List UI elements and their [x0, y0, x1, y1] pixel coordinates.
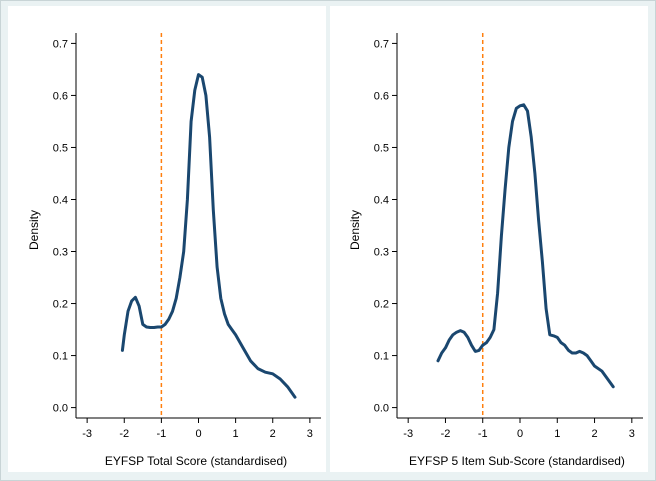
right-y-tick-label: 0.4 [374, 194, 389, 206]
right-y-tick-label: 0.2 [374, 299, 389, 311]
left-y-tick-label: 0.3 [53, 247, 68, 259]
left-y-tick-label: 0.7 [53, 38, 68, 50]
left-y-axis-label: Density [27, 210, 41, 250]
right-y-tick-label: 0.0 [374, 403, 389, 415]
right-y-tick-label: 0.5 [374, 142, 389, 154]
left-chart: 0.0 0.1 0.2 0.3 0.4 0.5 0.6 0.7 -3 -2 -1 0 1 2 3 [53, 33, 321, 440]
right-x-axis-label: EYFSP 5 Item Sub-Score (standardised) [409, 454, 625, 468]
right-y-tick-label: 0.1 [374, 351, 389, 363]
left-y-tick-label: 0.1 [53, 351, 68, 363]
left-x-tick-label: -1 [156, 428, 166, 440]
left-x-tick-label: -2 [119, 428, 129, 440]
right-x-tick-label: -3 [403, 428, 413, 440]
right-x-tick-label: 2 [591, 428, 597, 440]
left-x-tick-label: 3 [307, 428, 313, 440]
right-x-tick-label: 1 [554, 428, 560, 440]
left-x-axis-label: EYFSP Total Score (standardised) [105, 454, 287, 468]
left-x-tick-label: 1 [233, 428, 239, 440]
left-y-tick-label: 0.6 [53, 90, 68, 102]
left-x-tick-label: 0 [195, 428, 201, 440]
right-x-tick-label: 3 [629, 428, 635, 440]
left-plot-region [8, 6, 326, 472]
right-x-tick-label: 0 [517, 428, 523, 440]
left-y-tick-label: 0.5 [53, 142, 68, 154]
left-y-tick-label: 0.2 [53, 299, 68, 311]
left-panel: 0.0 0.1 0.2 0.3 0.4 0.5 0.6 0.7 -3 -2 -1 0 1 2 3 EYFSP… [8, 6, 326, 472]
right-x-tick-label: -2 [441, 428, 451, 440]
left-density-curve [120, 73, 297, 399]
right-chart: 0.0 0.1 0.2 0.3 0.4 0.5 0.6 0.7 -3 -2 -1 0 1 2 3 [374, 33, 643, 440]
right-y-tick-label: 0.7 [374, 38, 389, 50]
left-y-tick-label: 0.4 [53, 194, 68, 206]
left-x-tick-label: -3 [82, 428, 92, 440]
right-panel: 0.0 0.1 0.2 0.3 0.4 0.5 0.6 0.7 -3 -2 -1 0 1 2 3 EYFSP… [330, 6, 648, 472]
right-plot-region [330, 6, 648, 472]
right-density-curve [436, 103, 615, 389]
right-x-tick-label: -1 [478, 428, 488, 440]
right-y-tick-label: 0.6 [374, 90, 389, 102]
left-y-tick-label: 0.0 [53, 403, 68, 415]
left-x-tick-label: 2 [270, 428, 276, 440]
right-y-axis-label: Density [348, 210, 362, 250]
right-y-tick-label: 0.3 [374, 247, 389, 259]
